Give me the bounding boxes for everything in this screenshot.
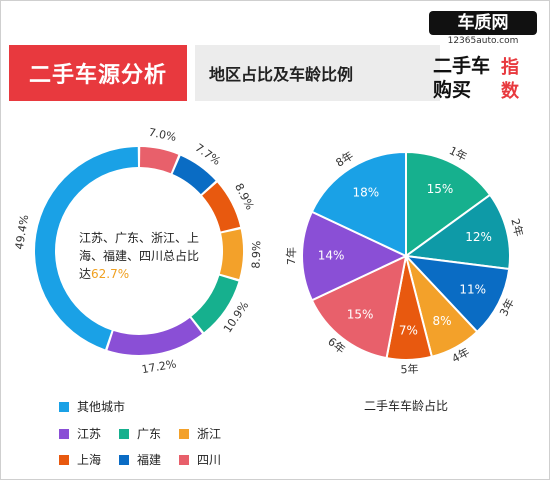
logo-brand-text: 车质网 bbox=[429, 11, 537, 35]
header: 二手车源分析 地区占比及车龄比例 车质网 12365auto.com 二手车 购… bbox=[1, 1, 549, 111]
donut-label-福建: 7.7% bbox=[193, 141, 223, 168]
pie-value-3年: 11% bbox=[459, 282, 486, 296]
legend-swatch bbox=[119, 454, 129, 465]
legend-item-福建: 福建 bbox=[119, 451, 161, 468]
pie-slice-8年 bbox=[310, 150, 407, 258]
legend-swatch bbox=[179, 454, 189, 465]
donut-label-上海: 8.9% bbox=[232, 181, 256, 212]
legend-swatch bbox=[179, 428, 189, 439]
brand-logo: 车质网 12365auto.com 二手车 购买 指 数 bbox=[429, 11, 537, 107]
legend-item-浙江: 浙江 bbox=[179, 425, 221, 442]
donut-label-其他城市: 49.4% bbox=[13, 214, 31, 251]
legend-swatch bbox=[59, 454, 69, 465]
donut-label-浙江: 8.9% bbox=[250, 241, 264, 269]
legend-label: 四川 bbox=[197, 453, 222, 467]
pie-value-4年: 8% bbox=[433, 314, 452, 328]
donut-label-四川: 7.0% bbox=[148, 126, 178, 144]
legend-label: 福建 bbox=[137, 453, 162, 467]
pie-label-1年: 1年 bbox=[447, 143, 469, 164]
pie-value-8年: 18% bbox=[353, 185, 380, 199]
legend-label: 上海 bbox=[77, 453, 102, 467]
pie-label-7年: 7年 bbox=[284, 247, 298, 265]
legend-item-四川: 四川 bbox=[179, 451, 221, 468]
donut-slice-福建 bbox=[172, 155, 216, 195]
donut-center-prefix: 江苏、广东、浙江、上海、福建、四川总占比达 bbox=[79, 231, 200, 281]
legend-label: 江苏 bbox=[77, 427, 102, 441]
legend-label: 浙江 bbox=[197, 427, 222, 441]
pie-slice-6年 bbox=[310, 254, 408, 360]
age-pie-title: 二手车车龄占比 bbox=[363, 399, 448, 413]
pie-label-2年: 2年 bbox=[508, 217, 526, 238]
pie-value-7年: 14% bbox=[318, 249, 345, 263]
pie-value-5年: 7% bbox=[399, 323, 418, 337]
logo-red2: 数 bbox=[501, 81, 519, 102]
donut-slice-上海 bbox=[202, 182, 241, 232]
pie-value-2年: 12% bbox=[465, 230, 492, 244]
donut-slice-广东 bbox=[191, 275, 239, 333]
pie-label-5年: 5年 bbox=[400, 362, 418, 377]
logo-red1: 指 bbox=[501, 57, 519, 78]
donut-slice-浙江 bbox=[219, 229, 244, 280]
legend-swatch bbox=[59, 428, 69, 439]
legend-label: 其他城市 bbox=[77, 400, 126, 414]
donut-slice-江苏 bbox=[107, 317, 202, 355]
section-subtitle: 地区占比及车龄比例 bbox=[195, 45, 440, 101]
section-tag: 二手车源分析 bbox=[9, 45, 187, 101]
donut-label-江苏: 17.2% bbox=[141, 357, 178, 376]
legend-item-上海: 上海 bbox=[59, 451, 101, 468]
logo-url: 12365auto.com bbox=[447, 36, 519, 46]
legend-item-江苏: 江苏 bbox=[59, 425, 101, 442]
pie-slice-7年 bbox=[301, 210, 409, 302]
legend-item-广东: 广东 bbox=[119, 425, 161, 442]
pie-slice-3年 bbox=[403, 254, 511, 334]
legend-label: 广东 bbox=[137, 427, 162, 441]
donut-center-highlight: 62.7% bbox=[91, 267, 130, 281]
legend-item-其他城市: 其他城市 bbox=[59, 398, 125, 415]
donut-slice-其他城市 bbox=[35, 147, 138, 350]
pie-value-6年: 15% bbox=[347, 308, 374, 322]
pie-slice-2年 bbox=[403, 193, 511, 271]
legend-swatch bbox=[119, 428, 129, 439]
logo-line1: 二手车 bbox=[433, 55, 491, 77]
donut-center-text: 江苏、广东、浙江、上海、福建、四川总占比达62.7% bbox=[79, 229, 209, 283]
logo-line2: 购买 bbox=[433, 79, 472, 101]
pie-value-1年: 15% bbox=[427, 182, 454, 196]
pie-slice-1年 bbox=[405, 150, 492, 258]
donut-slice-四川 bbox=[140, 147, 179, 174]
legend-swatch bbox=[59, 401, 69, 412]
